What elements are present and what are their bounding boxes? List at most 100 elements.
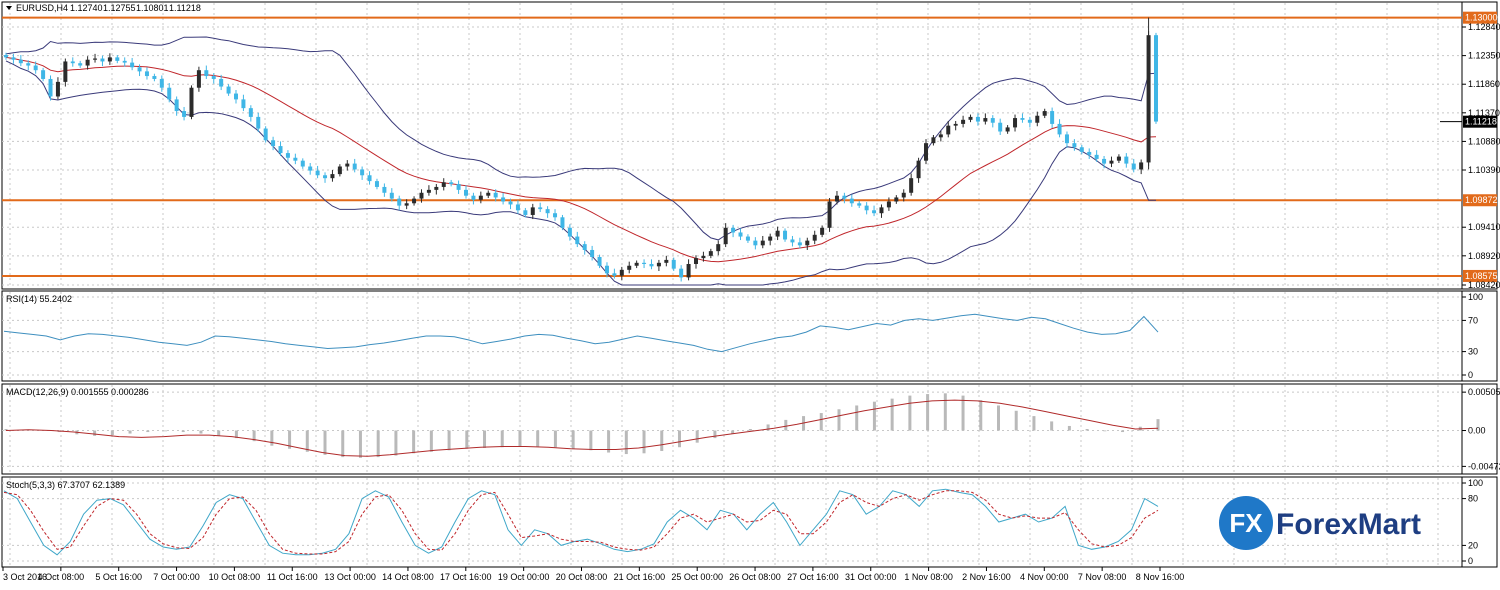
date-label: 19 Oct 00:00 — [498, 572, 550, 582]
candle-body — [234, 93, 238, 100]
ohlc-open: 1.12740 — [70, 3, 103, 13]
candle-body — [990, 118, 995, 123]
candle-body — [909, 178, 914, 193]
candle-body — [1057, 123, 1062, 135]
candle-body — [701, 255, 706, 259]
candle-body — [241, 99, 246, 109]
candle-body — [226, 86, 231, 94]
candle-body — [315, 170, 320, 176]
candle-body — [4, 55, 8, 58]
date-label: 8 Nov 16:00 — [1136, 572, 1185, 582]
candle-body — [137, 67, 142, 72]
date-label: 11 Oct 16:00 — [267, 572, 318, 582]
current-price-tag — [1463, 115, 1497, 128]
tick-label: 30 — [1468, 347, 1478, 357]
date-label: 31 Oct 00:00 — [845, 572, 897, 582]
date-label: 1 Nov 08:00 — [904, 572, 953, 582]
price-tick-label: 1.12350 — [1468, 51, 1500, 61]
date-label: 21 Oct 16:00 — [614, 572, 666, 582]
price-tick-label: 1.11860 — [1468, 79, 1500, 89]
candle-body — [1064, 134, 1069, 144]
candle-body — [961, 119, 966, 124]
candle-body — [211, 76, 216, 79]
candle-body — [671, 259, 676, 269]
price-tick-label: 1.10880 — [1468, 136, 1500, 146]
tick-label: 100 — [1468, 478, 1483, 488]
candle-body — [975, 116, 980, 122]
lower-band-line — [5, 60, 1157, 286]
candle-body — [1035, 115, 1040, 123]
level-tag — [1463, 269, 1497, 282]
date-label: 17 Oct 16:00 — [440, 572, 492, 582]
pane-frame-stoch — [1, 476, 1498, 568]
candle-body — [1013, 118, 1018, 128]
tick-label: 70 — [1468, 315, 1478, 325]
candle-body — [389, 192, 394, 199]
logo-circle-icon — [1219, 496, 1273, 550]
candle-body — [434, 186, 439, 190]
price-tick-label: 1.09410 — [1468, 222, 1500, 232]
candle-body — [998, 122, 1003, 132]
dropdown-triangle-icon[interactable] — [6, 6, 12, 10]
logo-fx: FX — [1229, 508, 1263, 538]
tick-label: 0 — [1468, 556, 1473, 566]
macd-pane[interactable]: 0.005054 0.00 -0.004724 — [4, 387, 1500, 471]
price-header: EURUSD,H4 1.12740 1.12755 1.10801 1.1121… — [6, 3, 201, 13]
date-label: 20 Oct 08:00 — [556, 572, 608, 582]
candle-body — [760, 240, 765, 246]
candle-body — [590, 249, 595, 257]
candle-body — [189, 87, 194, 117]
horizontal-levels[interactable]: 1.13000 1.09872 1.08575 1.11218 — [2, 11, 1498, 282]
candle-body — [1131, 163, 1136, 170]
candle-body — [464, 189, 468, 196]
stochastic-pane[interactable]: 100 80 20 0 — [3, 478, 1483, 566]
candle-body — [560, 217, 565, 228]
candle-body — [204, 70, 209, 77]
candle-body — [642, 262, 647, 264]
candle-body — [330, 174, 335, 179]
candle-body — [515, 204, 520, 211]
price-tick-label: 1.10390 — [1468, 165, 1500, 175]
date-label: 25 Oct 00:00 — [671, 572, 723, 582]
tick-label: 0.005054 — [1468, 387, 1500, 397]
candle-body — [300, 160, 305, 167]
candle-body — [382, 186, 387, 193]
candle-body — [493, 192, 498, 198]
stochastic-main-line — [3, 488, 1159, 556]
candle-body — [619, 269, 624, 276]
date-label: 13 Oct 00:00 — [324, 572, 376, 582]
candle-body — [323, 175, 328, 179]
candle-body — [144, 71, 149, 77]
candle-body — [1109, 160, 1114, 164]
candle-body — [731, 227, 736, 233]
candle-body — [508, 201, 513, 205]
candle-body — [842, 195, 847, 199]
pane-frame-rsi — [1, 290, 1498, 382]
candle-body — [1124, 156, 1129, 164]
current-price-label: 1.11218 — [1465, 117, 1497, 127]
candle-body — [1072, 143, 1077, 148]
candle-body — [953, 123, 958, 126]
candle-body — [797, 242, 802, 246]
rsi-pane[interactable]: 100 70 30 0 — [3, 292, 1483, 380]
candle-body — [33, 65, 38, 71]
candle-body — [1050, 111, 1055, 124]
candle-body — [1116, 156, 1121, 161]
candle-body — [219, 78, 224, 87]
candle-body — [924, 143, 928, 161]
macd-signal-line — [5, 399, 1159, 457]
candle-body — [545, 209, 550, 214]
candle-body — [41, 70, 46, 79]
candle-body — [248, 108, 253, 117]
logo-text: ForexMart — [1276, 508, 1421, 541]
forexmart-logo: FX ForexMart — [1219, 496, 1421, 550]
pane-frames — [1, 1, 1498, 568]
candle-body — [575, 236, 580, 245]
candle-body — [278, 146, 283, 154]
candle-body — [256, 116, 261, 129]
grid-lines — [2, 3, 1462, 566]
candle-body — [271, 140, 276, 147]
candle-body — [360, 169, 365, 176]
